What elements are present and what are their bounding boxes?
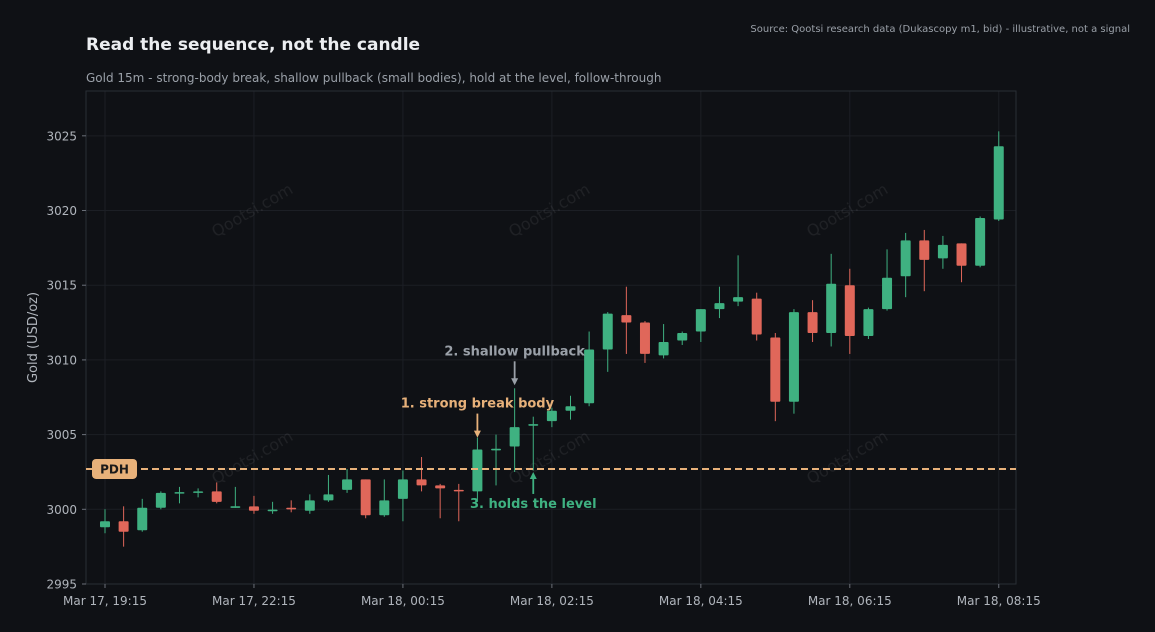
candle-body (844, 285, 855, 337)
candle-body (956, 243, 967, 266)
y-tick-label: 3015 (46, 279, 77, 293)
candle-body (677, 333, 688, 341)
candle-body (286, 507, 297, 510)
candle-body (397, 479, 408, 499)
candle-body (546, 410, 557, 422)
watermark-text: Qootsi.com (803, 426, 891, 488)
candle-body (155, 492, 166, 508)
watermark-text: Qootsi.com (208, 426, 296, 488)
candle-body (826, 283, 837, 334)
candle-body (919, 240, 930, 260)
candle-body (267, 509, 278, 512)
y-tick-label: 3010 (46, 353, 77, 367)
candle-body (770, 337, 781, 402)
candles (100, 131, 1004, 547)
candle-body (714, 303, 725, 310)
candle-body (379, 500, 390, 516)
candle-body (118, 521, 129, 532)
candle-body (137, 507, 148, 531)
candle-body (751, 298, 762, 335)
candle-body (602, 313, 613, 350)
x-tick-label: Mar 17, 19:15 (63, 594, 147, 608)
candle-body (360, 479, 371, 516)
candle-body (565, 406, 576, 411)
chart-title: Read the sequence, not the candle (86, 35, 421, 55)
candle-body (975, 217, 986, 266)
candle-body (100, 521, 110, 528)
x-tick-label: Mar 18, 00:15 (361, 594, 445, 608)
axes: 2995 3000 3005 3010 3015 3020 3025 Mar 17, 19:1… (26, 129, 1041, 608)
pdh-badge (92, 458, 137, 479)
candle-body (695, 309, 706, 332)
y-tick-label: 3025 (46, 129, 77, 143)
candle-body (323, 494, 334, 501)
plot-frame (85, 90, 1017, 585)
annotation-arrowhead (529, 471, 537, 479)
candle-body (453, 489, 464, 492)
pdh-level: PDH (86, 458, 1016, 479)
candle-body (528, 424, 539, 426)
candle-body (230, 506, 241, 508)
candle-body (174, 492, 185, 494)
x-tick-label: Mar 18, 04:15 (659, 594, 743, 608)
annotation-label: 2. shallow pullback (444, 344, 585, 359)
candle-body (304, 500, 315, 511)
candle-body (248, 506, 259, 511)
y-tick-label: 2995 (46, 578, 77, 592)
candle-body (509, 427, 520, 447)
candle-body (882, 277, 893, 310)
candle-body (491, 448, 502, 451)
candle-body (900, 240, 911, 277)
pdh-label: PDH (100, 462, 129, 476)
y-tick-label: 3005 (46, 428, 77, 442)
candle-body (733, 297, 744, 302)
candle-body (621, 315, 632, 323)
y-tick-label: 3020 (46, 204, 77, 218)
annotation-label: 1. strong break body (401, 397, 555, 412)
x-tick-label: Mar 17, 22:15 (212, 594, 296, 608)
annotation-arrowhead (473, 430, 481, 438)
plot-border (85, 90, 1017, 585)
candle-body (416, 479, 427, 486)
annotation-label: 3. holds the level (470, 497, 597, 512)
candle-body (993, 146, 1004, 220)
candle-body (807, 312, 818, 334)
candle-body (788, 312, 799, 402)
candle-body (193, 491, 204, 493)
chart-subtitle: Gold 15m - strong-body break, shallow pu… (86, 71, 662, 85)
candle-body (658, 341, 669, 356)
annotation-arrowhead (511, 378, 519, 386)
candle-body (937, 244, 948, 259)
source-note: Source: Qootsi research data (Dukascopy … (750, 24, 1130, 35)
x-tick-label: Mar 18, 06:15 (808, 594, 892, 608)
x-tick-label: Mar 18, 08:15 (957, 594, 1041, 608)
y-tick-label: 3000 (46, 503, 77, 517)
x-tick-label: Mar 18, 02:15 (510, 594, 594, 608)
candle-body (211, 491, 222, 502)
annotations: 1. strong break body 2. shallow pullback 3… (401, 344, 597, 512)
candle-body (639, 322, 650, 354)
y-axis-label: Gold (USD/oz) (26, 292, 41, 383)
candle-body (472, 449, 483, 492)
candle-body (863, 309, 874, 337)
candle-body (584, 349, 595, 404)
candle-body (342, 479, 353, 490)
candle-body (435, 485, 446, 489)
watermarks: Qootsi.com Qootsi.com Qootsi.comQootsi.com… (208, 179, 891, 488)
